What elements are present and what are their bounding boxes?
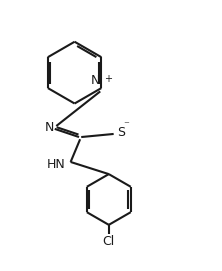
Text: +: + (103, 74, 111, 84)
Text: N: N (91, 74, 100, 87)
Text: N: N (44, 121, 54, 134)
Text: HN: HN (47, 158, 66, 171)
Text: Cl: Cl (103, 235, 115, 248)
Text: S: S (118, 126, 126, 139)
Text: ⁻: ⁻ (123, 120, 129, 130)
